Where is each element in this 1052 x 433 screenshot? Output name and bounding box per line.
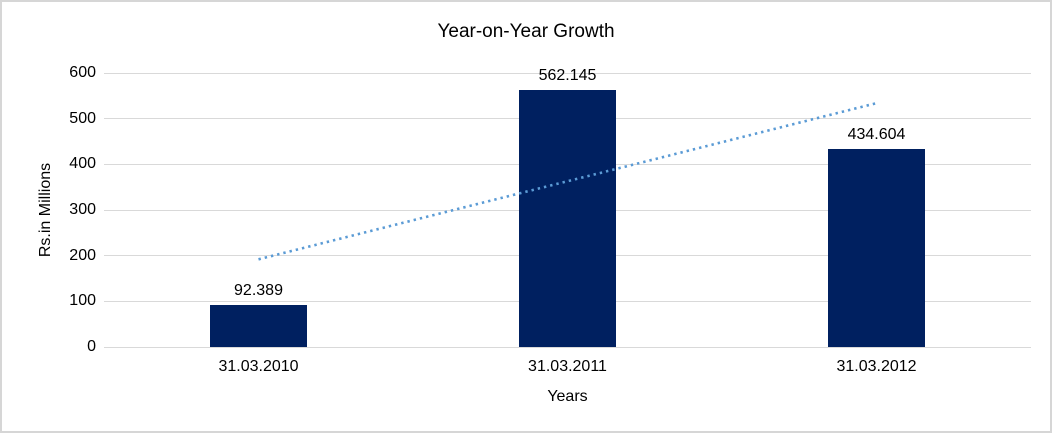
y-tick-label: 100 bbox=[69, 292, 96, 310]
bar-31.03.2012 bbox=[828, 148, 925, 347]
bar-31.03.2010 bbox=[210, 304, 307, 347]
chart-title: Year-on-Year Growth bbox=[437, 21, 615, 42]
x-category-label: 31.03.2012 bbox=[836, 358, 917, 375]
x-category-label: 31.03.2011 bbox=[528, 358, 607, 375]
bar-31.03.2011 bbox=[519, 90, 616, 347]
gridline bbox=[104, 346, 1031, 348]
plot-area: 92.389 562.145 434.604 bbox=[104, 68, 1031, 348]
x-axis-title: Years bbox=[547, 388, 588, 405]
y-tick-label: 500 bbox=[69, 109, 96, 127]
gridline bbox=[104, 72, 1031, 74]
bar-data-label: 434.604 bbox=[847, 125, 906, 143]
y-tick-label: 600 bbox=[69, 64, 96, 81]
bar-data-label: 92.389 bbox=[234, 281, 283, 299]
x-category-label: 31.03.2010 bbox=[218, 358, 299, 375]
y-tick-label: 400 bbox=[69, 155, 96, 173]
y-tick-label: 200 bbox=[69, 246, 96, 264]
bar-data-label: 562.145 bbox=[538, 67, 597, 85]
y-axis-title: Rs.in Millions bbox=[37, 162, 54, 258]
y-tick-label: 300 bbox=[69, 201, 96, 218]
y-tick-label: 0 bbox=[87, 338, 96, 355]
